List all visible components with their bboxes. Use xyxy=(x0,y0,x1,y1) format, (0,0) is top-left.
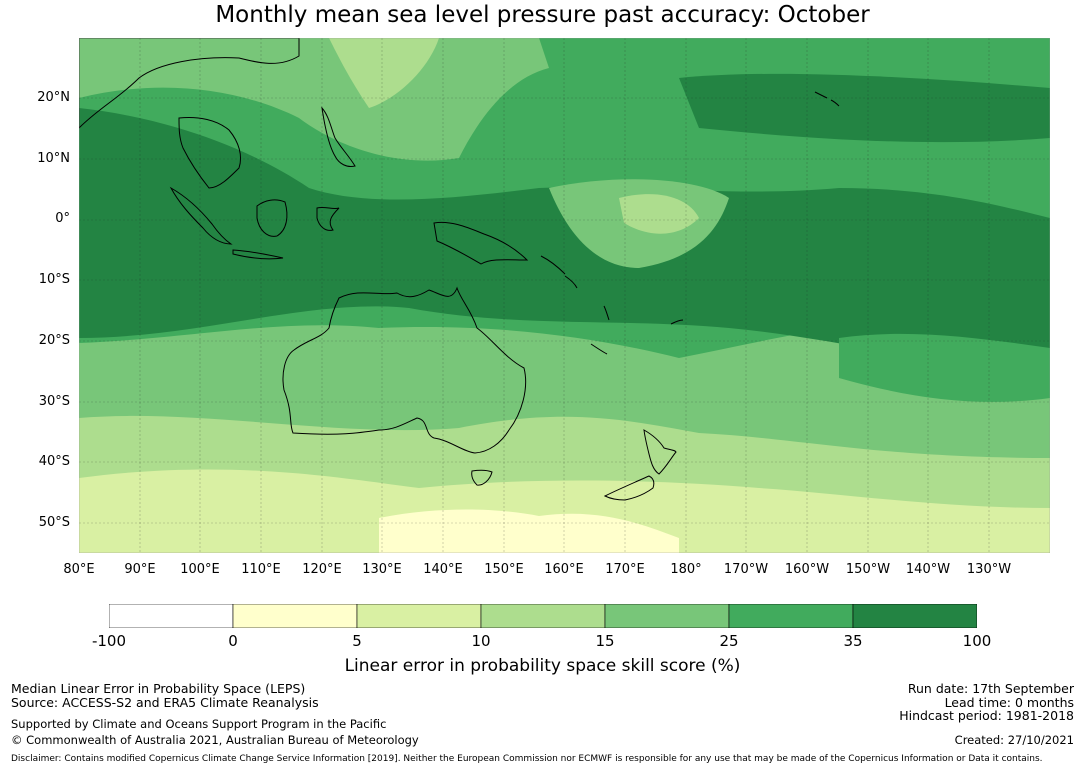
lon-label: 130°E xyxy=(362,562,402,577)
lat-label-40s: 40°S xyxy=(38,454,70,469)
java-coastline xyxy=(232,249,284,260)
colorbar-swatch xyxy=(232,604,358,628)
colorbar-tick: 100 xyxy=(962,632,992,650)
vanuatu-coastline xyxy=(603,305,610,321)
new-caledonia-coastline xyxy=(590,343,608,355)
philippines-coastline xyxy=(321,106,356,167)
new-zealand-south-coastline xyxy=(603,475,655,501)
colorbar-swatch xyxy=(356,604,482,628)
lat-label-10s: 10°S xyxy=(38,272,70,287)
copyright-text: © Commonwealth of Australia 2021, Austra… xyxy=(11,733,419,747)
colorbar xyxy=(109,604,977,628)
colorbar-swatch xyxy=(728,604,854,628)
lon-label: 140°W xyxy=(905,562,951,577)
asia-mainland-coastline xyxy=(79,38,300,129)
lat-label-10n: 10°N xyxy=(37,151,70,166)
colorbar-tick: 5 xyxy=(352,632,362,650)
lon-label: 140°E xyxy=(423,562,463,577)
lead-time-text: Lead time: 0 months xyxy=(944,695,1074,710)
colorbar-tick: -100 xyxy=(91,632,127,650)
lat-label-20s: 20°S xyxy=(38,333,70,348)
lat-label-30s: 30°S xyxy=(38,394,70,409)
sulawesi-coastline xyxy=(316,206,340,231)
colorbar-label: Linear error in probability space skill … xyxy=(344,656,741,676)
australia-coastline xyxy=(282,286,527,454)
coastlines xyxy=(79,38,840,501)
solomon-islands-coastline xyxy=(540,255,578,289)
lon-label: 180° xyxy=(670,562,702,577)
created-text: Created: 27/10/2021 xyxy=(954,733,1074,747)
lat-label-50s: 50°S xyxy=(38,515,70,530)
skill-score-map xyxy=(79,38,1050,553)
skill-regions xyxy=(79,38,1050,553)
lon-label: 110°E xyxy=(241,562,281,577)
method-text: Median Linear Error in Probability Space… xyxy=(11,681,306,696)
source-text: Source: ACCESS-S2 and ERA5 Climate Reana… xyxy=(11,695,319,710)
lon-label: 170°W xyxy=(723,562,769,577)
lat-label-20n: 20°N xyxy=(37,90,70,105)
graticule xyxy=(79,38,1050,553)
colorbar-swatch xyxy=(480,604,606,628)
colorbar-tick: 35 xyxy=(843,632,863,650)
lon-label: 130°W xyxy=(966,562,1012,577)
lon-label: 160°W xyxy=(784,562,830,577)
colorbar-tick: 10 xyxy=(471,632,491,650)
hawaii-coastline xyxy=(814,91,840,107)
lon-label: 170°E xyxy=(605,562,645,577)
lon-label: 80°E xyxy=(63,562,95,577)
lat-label-0: 0° xyxy=(55,211,70,226)
colorbar-swatch xyxy=(109,604,234,628)
borneo-coastline xyxy=(256,199,288,237)
hindcast-text: Hindcast period: 1981-2018 xyxy=(899,708,1074,723)
run-date-text: Run date: 17th September xyxy=(907,681,1074,696)
lon-label: 150°W xyxy=(845,562,891,577)
new-guinea-coastline xyxy=(433,221,529,265)
disclaimer-text: Disclaimer: Contains modified Copernicus… xyxy=(11,754,1043,764)
colorbar-tick: 15 xyxy=(595,632,615,650)
sumatra-coastline xyxy=(169,186,233,245)
lon-label: 150°E xyxy=(484,562,524,577)
map-title: Monthly mean sea level pressure past acc… xyxy=(215,2,870,28)
support-text: Supported by Climate and Oceans Support … xyxy=(11,717,387,731)
colorbar-swatch xyxy=(852,604,977,628)
lon-label: 120°E xyxy=(302,562,342,577)
indochina-coastline xyxy=(178,117,242,189)
colorbar-tick: 25 xyxy=(719,632,739,650)
fiji-coastline xyxy=(670,319,684,325)
new-zealand-north-coastline xyxy=(643,429,677,475)
lon-label: 160°E xyxy=(544,562,584,577)
tasmania-coastline xyxy=(471,469,493,486)
lon-label: 90°E xyxy=(124,562,156,577)
colorbar-swatch xyxy=(604,604,730,628)
colorbar-tick: 0 xyxy=(228,632,238,650)
lon-label: 100°E xyxy=(180,562,220,577)
